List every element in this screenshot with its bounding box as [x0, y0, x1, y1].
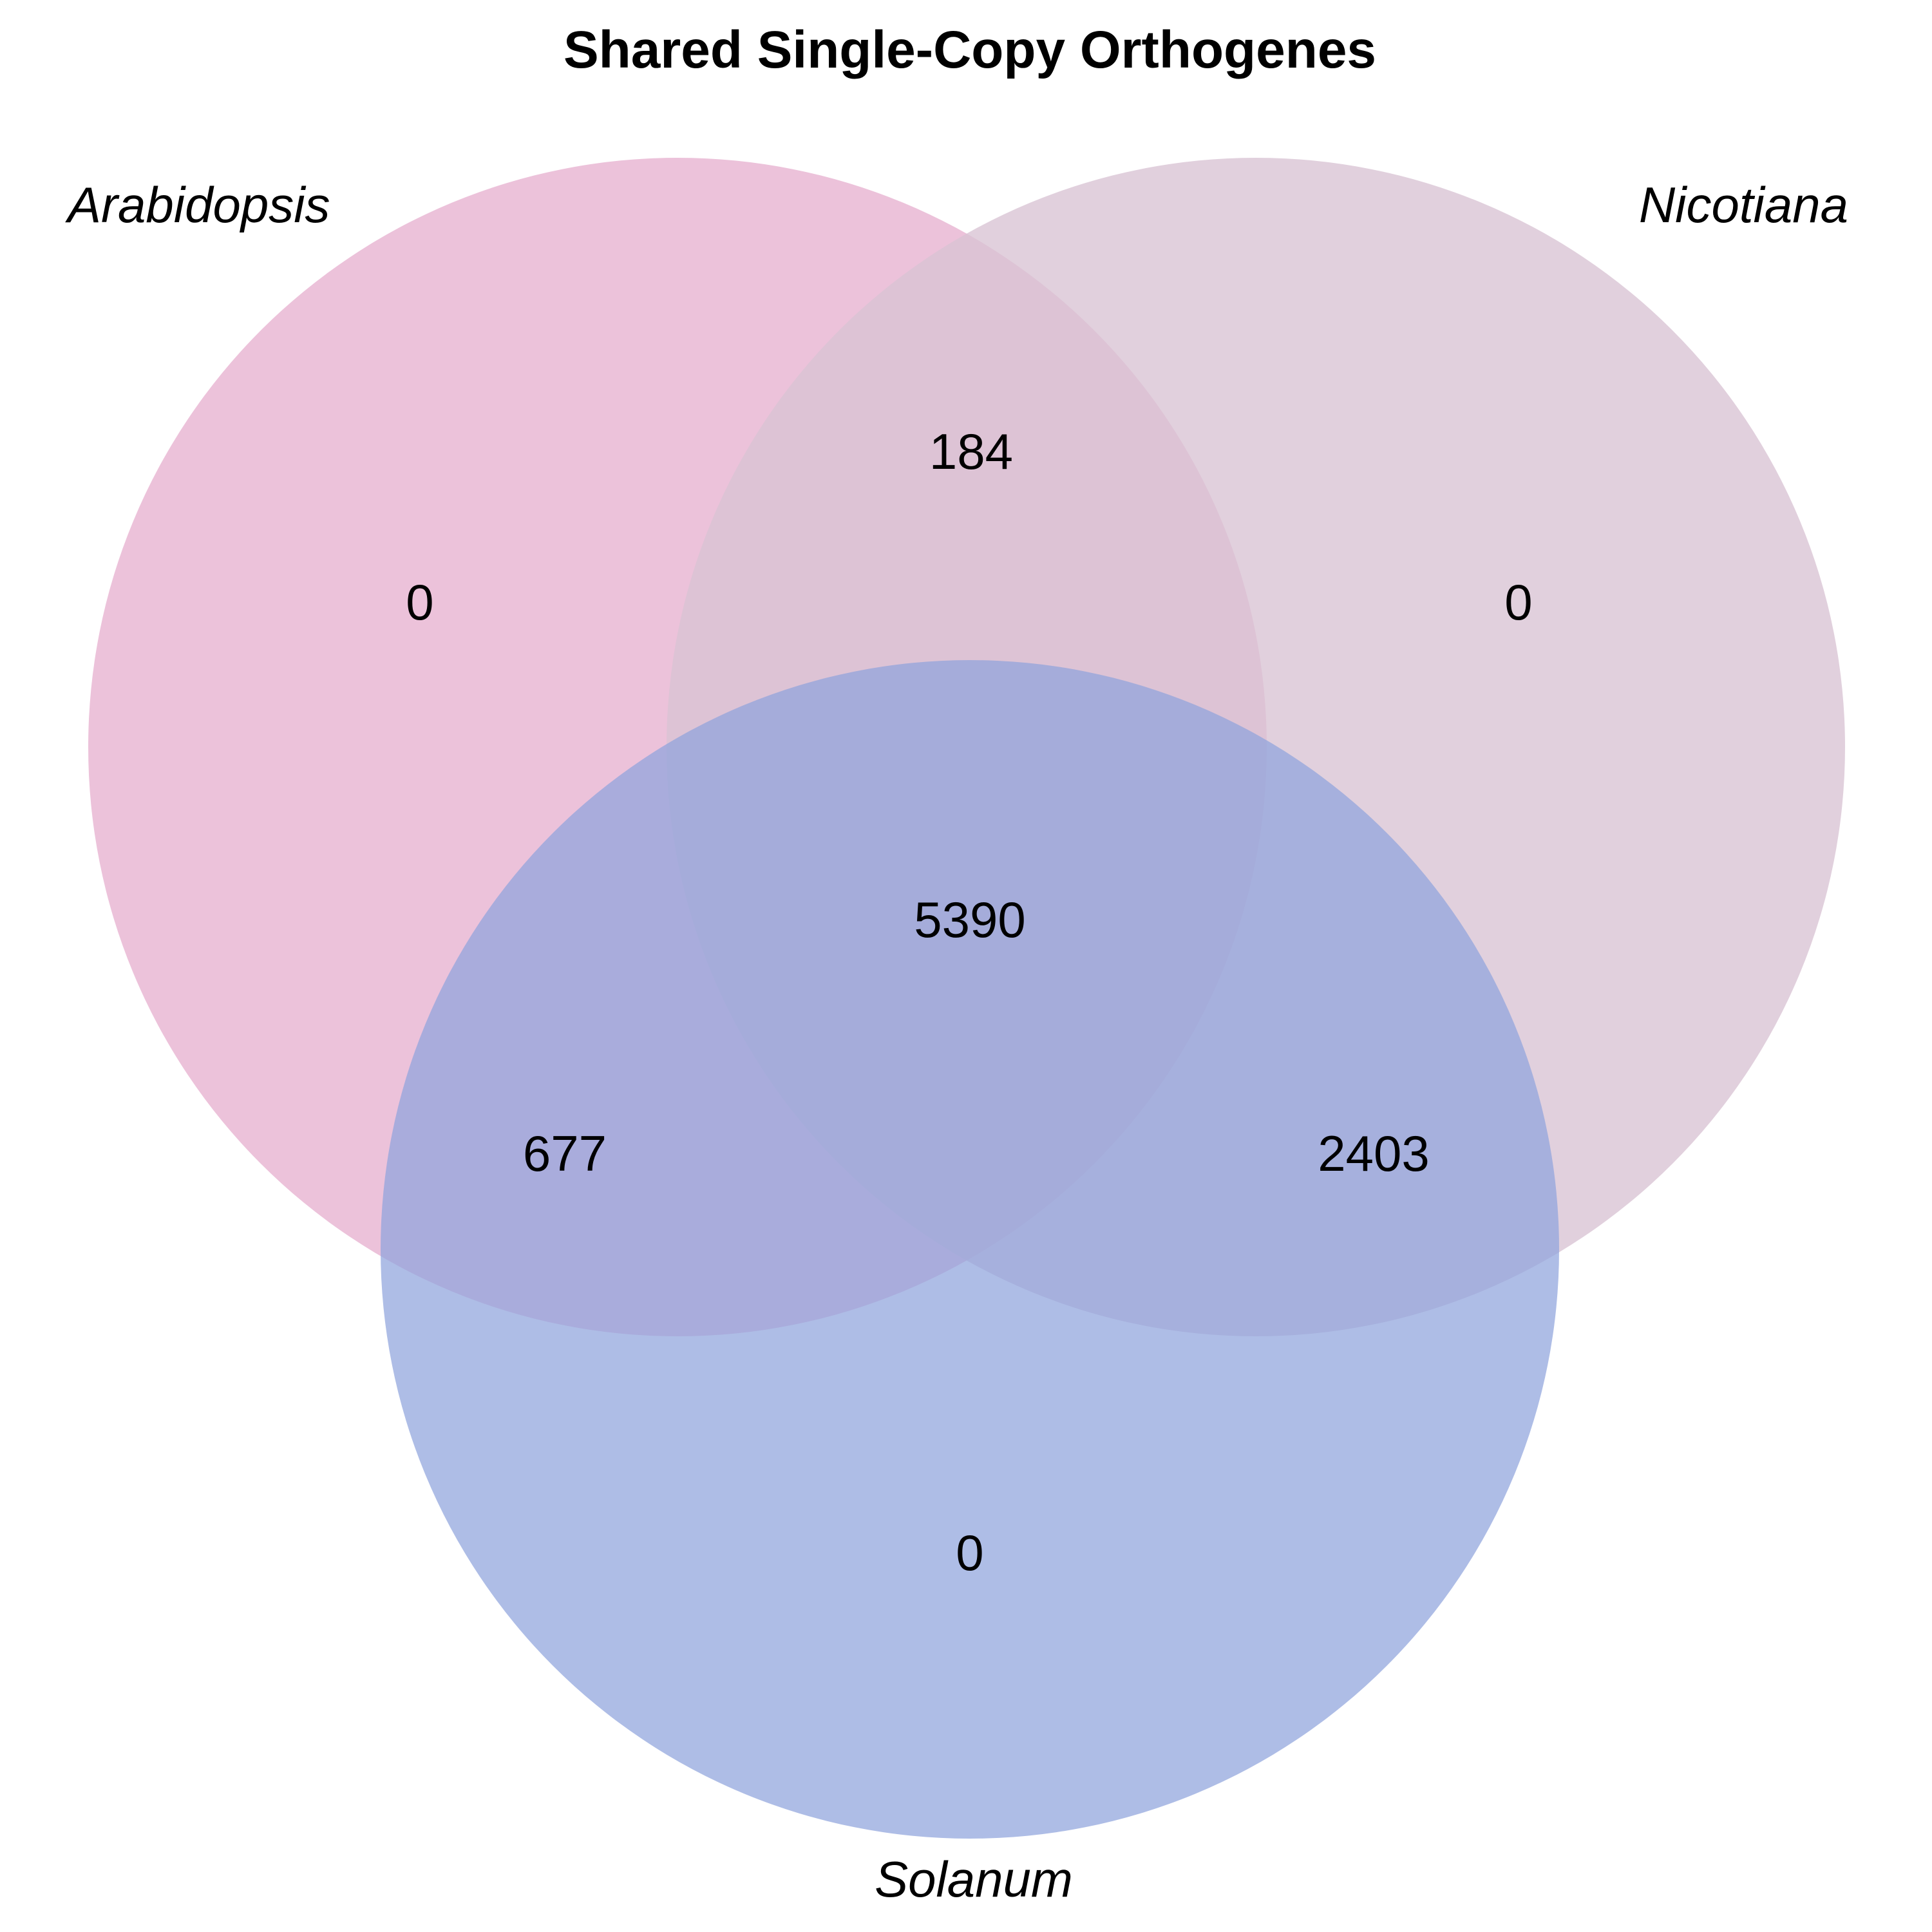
- count-solanum-only: 0: [956, 1524, 983, 1581]
- count-nicotiana-solanum: 2403: [1318, 1125, 1430, 1182]
- count-arabidopsis-only: 0: [406, 574, 433, 630]
- set-label-solanum: Solanum: [875, 1851, 1073, 1908]
- set-label-nicotiana: Nicotiana: [1639, 176, 1848, 233]
- count-arabidopsis-nicotiana: 184: [929, 423, 1013, 480]
- count-all-three: 5390: [914, 891, 1026, 948]
- count-nicotiana-only: 0: [1504, 574, 1532, 630]
- diagram-title: Shared Single-Copy Orthogenes: [564, 21, 1376, 79]
- set-circle-solanum: [381, 660, 1559, 1839]
- set-label-arabidopsis: Arabidopsis: [65, 176, 330, 233]
- count-arabidopsis-solanum: 677: [523, 1125, 607, 1182]
